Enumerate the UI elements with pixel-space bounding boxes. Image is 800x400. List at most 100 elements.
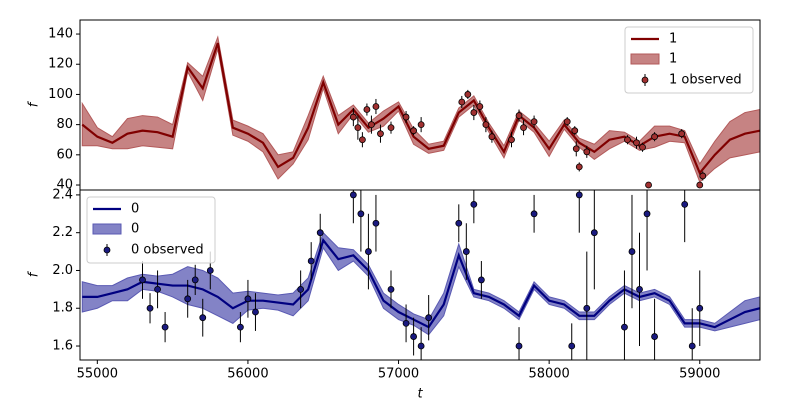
y-tick-label: 120 <box>48 57 73 72</box>
observed-point <box>161 323 169 331</box>
observed-point <box>568 342 576 350</box>
observed-point <box>530 210 538 218</box>
observed-point <box>696 181 704 189</box>
legend-label: 1 observed <box>669 73 742 88</box>
x-axis-label: t <box>417 387 423 400</box>
observed-point <box>410 333 417 340</box>
observed-point <box>410 127 417 135</box>
x-tick-label: 56000 <box>227 367 268 382</box>
observed-point <box>590 229 598 237</box>
observed-point <box>425 314 433 322</box>
observed-point <box>575 191 583 199</box>
observed-point <box>639 143 646 151</box>
observed-point <box>515 112 523 119</box>
legend-box <box>624 26 754 94</box>
observed-point <box>402 113 410 121</box>
observed-point <box>488 133 496 141</box>
observed-point <box>624 136 631 144</box>
legend-box <box>86 196 216 264</box>
observed-point <box>297 285 305 293</box>
observed-point <box>482 121 490 129</box>
legend-band-swatch <box>630 53 660 65</box>
observed-point <box>372 103 380 110</box>
legend-label: 1 <box>669 32 677 47</box>
legend-point-swatch <box>103 246 111 254</box>
observed-point <box>417 121 425 129</box>
observed-point <box>699 172 707 180</box>
observed-point <box>520 124 527 132</box>
observed-point <box>645 181 652 189</box>
observed-point <box>643 210 651 218</box>
observed-point <box>365 248 372 255</box>
observed-point <box>191 276 199 284</box>
observed-point <box>349 113 357 121</box>
observed-point <box>316 229 324 237</box>
observed-point <box>530 118 538 126</box>
observed-point <box>563 118 571 126</box>
observed-point <box>358 136 366 144</box>
observed-point <box>377 130 384 138</box>
y-tick-label: 2.4 <box>52 187 73 202</box>
y-tick-label: 2.0 <box>52 263 73 278</box>
x-tick-label: 58000 <box>528 367 569 382</box>
model-line <box>81 42 760 176</box>
observed-point <box>651 333 658 340</box>
observed-point <box>354 124 362 132</box>
y-tick-label: 60 <box>56 147 73 162</box>
observed-point <box>402 319 410 327</box>
observed-point <box>349 191 357 199</box>
observed-point <box>470 200 478 208</box>
y-tick-label: 40 <box>56 178 73 193</box>
observed-point <box>633 139 640 147</box>
observed-point <box>372 219 380 227</box>
legend-point-swatch <box>641 76 649 84</box>
plot-area <box>81 35 760 189</box>
observed-point <box>307 257 315 265</box>
observed-point <box>357 210 365 218</box>
observed-point <box>470 109 478 116</box>
observed-point <box>515 342 523 350</box>
axes-frame <box>79 189 761 361</box>
observed-point <box>139 276 146 284</box>
observed-point <box>477 276 485 284</box>
observed-point <box>184 295 192 303</box>
y-tick-label: 80 <box>56 117 73 132</box>
observed-point <box>154 285 161 293</box>
y-tick-label: 2.2 <box>52 225 73 240</box>
legend-label: 0 <box>131 202 139 217</box>
observed-point <box>146 304 154 312</box>
observed-point <box>583 148 591 156</box>
observed-point <box>206 267 214 274</box>
observed-point <box>571 127 579 135</box>
observed-point <box>368 121 375 129</box>
observed-point <box>628 248 636 255</box>
observed-point <box>236 323 244 331</box>
y-tick-label: 1.8 <box>52 301 73 316</box>
observed-point <box>363 106 371 113</box>
y-tick-label: 140 <box>48 27 73 42</box>
x-tick-label: 55000 <box>77 367 118 382</box>
y-axis-label: f <box>27 270 42 277</box>
observed-point <box>464 91 472 98</box>
observed-point <box>572 145 580 153</box>
observed-point <box>462 248 470 255</box>
observed-point <box>455 219 463 227</box>
x-tick-label: 59000 <box>679 367 720 382</box>
observed-point <box>651 133 658 141</box>
observed-point <box>636 285 643 293</box>
observed-point <box>678 130 686 138</box>
observed-point <box>681 200 689 208</box>
y-tick-label: 100 <box>48 87 73 102</box>
legend-label: 0 observed <box>131 243 204 258</box>
observed-point <box>417 342 425 350</box>
observed-point <box>387 285 395 293</box>
observed-point <box>621 323 628 331</box>
y-tick-label: 1.6 <box>52 339 73 354</box>
observed-point <box>252 308 259 316</box>
plot-area <box>81 190 760 360</box>
legend-label: 0 <box>131 222 139 237</box>
observed-point <box>575 163 583 171</box>
y-axis-label: f <box>27 100 42 107</box>
observed-point <box>199 314 207 322</box>
